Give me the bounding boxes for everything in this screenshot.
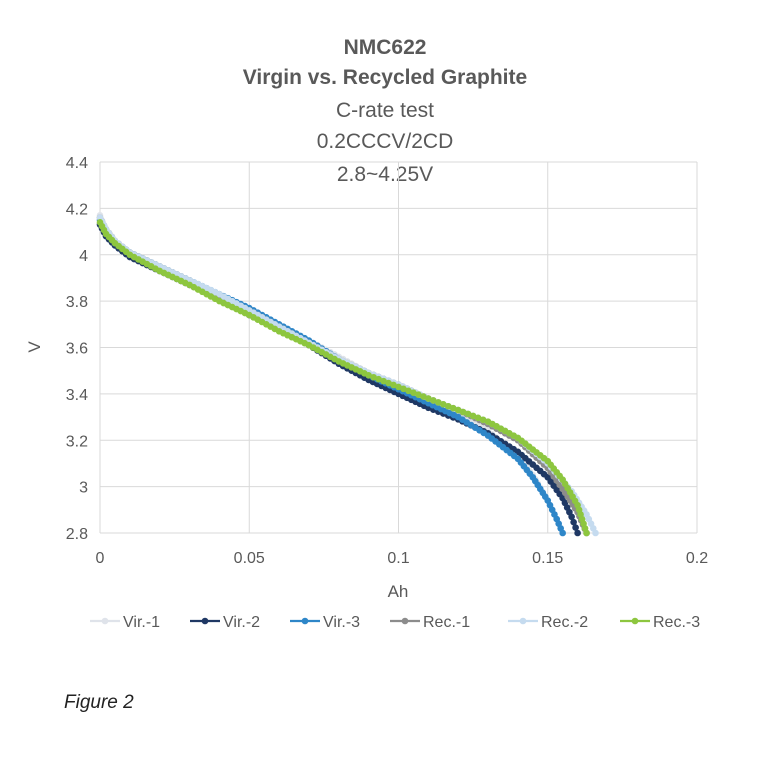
data-point [430, 397, 437, 404]
data-point [439, 401, 447, 408]
data-point [415, 391, 422, 398]
data-point [380, 377, 387, 385]
data-point [449, 404, 457, 412]
data-point [474, 414, 482, 422]
data-point [420, 393, 427, 400]
data-point [370, 373, 377, 381]
series-line [99, 217, 597, 534]
data-point [454, 406, 462, 414]
data-point [444, 402, 452, 410]
legend-label: Rec.-3 [653, 614, 700, 631]
y-tick-label: 3 [79, 480, 88, 497]
data-point [405, 387, 412, 395]
chart-title-line-1: NMC622 [344, 36, 427, 59]
data-point [375, 375, 382, 383]
chart-subtitle-line-2: 0.2CCCV/2CD [317, 130, 454, 153]
legend-label: Vir.-2 [223, 614, 260, 631]
y-tick-label: 4.4 [66, 155, 88, 172]
chart-title-line-2: Virgin vs. Recycled Graphite [243, 66, 527, 89]
series-Vir.-3 [96, 216, 566, 537]
data-point [459, 408, 467, 416]
legend-label: Vir.-1 [123, 614, 160, 631]
data-point [469, 412, 477, 420]
data-point [572, 524, 579, 531]
legend-item-Vir.-3: Vir.-3 [290, 614, 360, 631]
data-point [435, 399, 442, 406]
y-axis-ticks: 2.8 3 3.2 3.4 3.6 3.8 4 4.2 4.4 [66, 155, 88, 543]
y-tick-label: 4.2 [66, 201, 88, 218]
y-tick-label: 3.6 [66, 341, 88, 358]
y-tick-label: 4 [79, 248, 88, 265]
series-line [99, 219, 564, 534]
chart-subtitle-line-3: 2.8~4.25V [337, 163, 433, 186]
x-axis-label: Ah [388, 582, 409, 601]
legend-swatch-marker [301, 617, 309, 625]
legend-swatch-marker [101, 617, 109, 625]
data-point [385, 379, 392, 387]
legend-swatch-marker [201, 617, 209, 625]
series-line [98, 214, 564, 534]
x-tick-label: 0.15 [532, 550, 563, 567]
data-point [592, 529, 599, 537]
chart: NMC622 Virgin vs. Recycled Graphite C-ra… [25, 36, 709, 631]
data-point [570, 518, 577, 526]
data-point [390, 381, 397, 389]
legend-item-Vir.-2: Vir.-2 [190, 614, 260, 631]
y-tick-label: 2.8 [66, 526, 88, 543]
data-point [583, 529, 590, 537]
x-tick-label: 0 [96, 550, 105, 567]
chart-subtitle-line-1: C-rate test [336, 99, 434, 122]
series-Rec.-1 [96, 214, 590, 537]
legend-item-Rec.-2: Rec.-2 [508, 614, 588, 631]
figure-caption: Figure 2 [64, 692, 134, 713]
legend-item-Rec.-3: Rec.-3 [620, 614, 700, 631]
legend-label: Rec.-1 [423, 614, 470, 631]
series-Vir.-1 [96, 212, 566, 537]
data-point [464, 410, 472, 418]
data-point [365, 372, 372, 379]
legend-swatch-marker [519, 617, 527, 625]
chart-svg: NMC622 Virgin vs. Recycled Graphite C-ra… [25, 36, 709, 631]
data-point [479, 416, 487, 424]
y-axis-label: V [25, 341, 44, 353]
legend-swatch-marker [401, 617, 409, 625]
x-tick-label: 0.1 [387, 550, 409, 567]
data-point [574, 529, 581, 537]
x-axis-ticks: 0 0.05 0.1 0.15 0.2 [96, 550, 709, 567]
legend-label: Rec.-2 [541, 614, 588, 631]
data-point [568, 513, 575, 521]
chart-title-block: NMC622 Virgin vs. Recycled Graphite C-ra… [243, 36, 527, 186]
x-tick-label: 0.2 [686, 550, 708, 567]
legend-item-Vir.-1: Vir.-1 [90, 614, 160, 631]
grid-lines [99, 161, 698, 534]
data-point [425, 395, 432, 402]
data-series [96, 212, 599, 537]
series-Rec.-3 [96, 218, 590, 537]
legend: Vir.-1 Vir.-2 Vir.-3 Rec.-1 Rec.-2 Rec.-3 [90, 614, 700, 631]
x-tick-label: 0.05 [234, 550, 265, 567]
series-line [99, 217, 588, 534]
y-tick-label: 3.8 [66, 294, 88, 311]
data-point [400, 385, 407, 393]
data-point [395, 383, 402, 391]
data-point [559, 529, 566, 537]
legend-item-Rec.-1: Rec.-1 [390, 614, 470, 631]
legend-label: Vir.-3 [323, 614, 360, 631]
legend-swatch-marker [631, 617, 639, 625]
data-point [410, 389, 417, 397]
y-tick-label: 3.2 [66, 433, 88, 450]
y-tick-label: 3.4 [66, 387, 88, 404]
series-Rec.-2 [96, 214, 599, 537]
